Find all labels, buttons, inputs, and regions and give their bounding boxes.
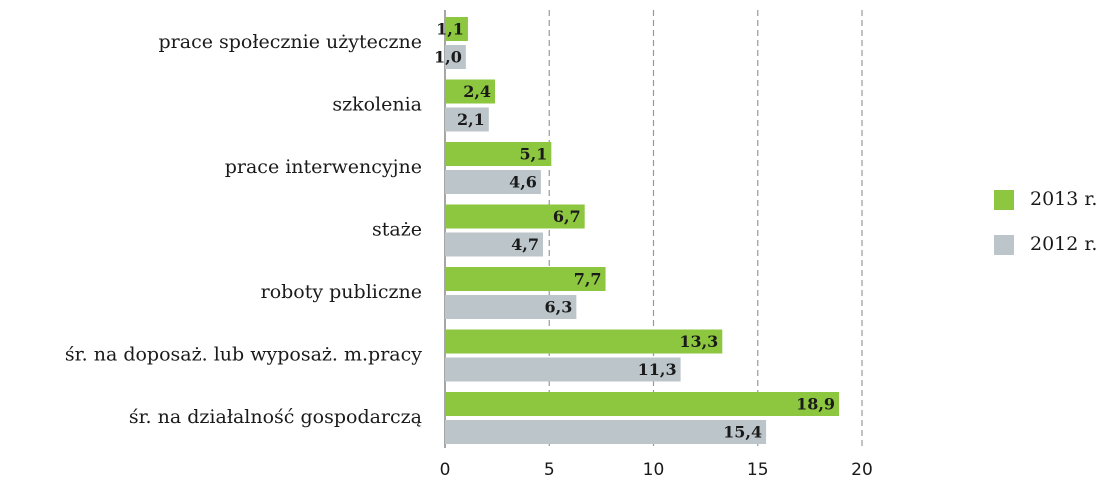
bar	[445, 267, 606, 291]
bar	[445, 295, 577, 319]
category-label: roboty publiczne	[261, 281, 422, 303]
category-label: staże	[372, 219, 422, 241]
category-label: śr. na doposaż. lub wyposaż. m.pracy	[65, 344, 422, 366]
value-label: 1,0	[434, 48, 462, 67]
value-label: 7,7	[574, 270, 602, 289]
value-label: 5,1	[519, 145, 547, 164]
x-tick-label: 5	[544, 460, 555, 480]
value-label: 6,7	[553, 207, 581, 226]
legend-label: 2013 r.	[1030, 188, 1097, 210]
bar	[445, 79, 496, 104]
category-label: prace społecznie użyteczne	[159, 31, 423, 53]
value-label: 18,9	[796, 395, 835, 414]
value-label: 2,4	[463, 82, 491, 101]
bar	[445, 357, 681, 382]
legend-label: 2012 r.	[1030, 233, 1097, 255]
value-label: 1,1	[436, 20, 464, 39]
x-tick-label: 10	[643, 460, 665, 480]
bar	[445, 329, 723, 354]
value-label: 6,3	[545, 298, 573, 317]
value-label: 4,7	[511, 235, 539, 254]
bar	[445, 45, 466, 69]
legend-swatch	[994, 235, 1014, 255]
x-tick-label: 20	[851, 460, 873, 480]
category-label: śr. na działalność gospodarczą	[129, 406, 422, 428]
bar	[445, 107, 489, 132]
bar	[445, 232, 543, 257]
bar	[445, 170, 541, 194]
x-tick-label: 15	[747, 460, 769, 480]
value-label: 15,4	[723, 423, 762, 442]
value-label: 2,1	[457, 110, 485, 129]
bar	[445, 142, 552, 166]
value-label: 13,3	[679, 332, 718, 351]
bar	[445, 420, 767, 444]
legend-swatch	[994, 190, 1014, 210]
bar	[445, 204, 585, 229]
bar	[445, 392, 840, 416]
category-label: prace interwencyjne	[225, 156, 422, 178]
category-label: szkolenia	[332, 94, 422, 116]
x-tick-label: 0	[440, 460, 451, 480]
value-label: 4,6	[509, 173, 537, 192]
value-label: 11,3	[638, 360, 677, 379]
bar	[445, 17, 468, 41]
